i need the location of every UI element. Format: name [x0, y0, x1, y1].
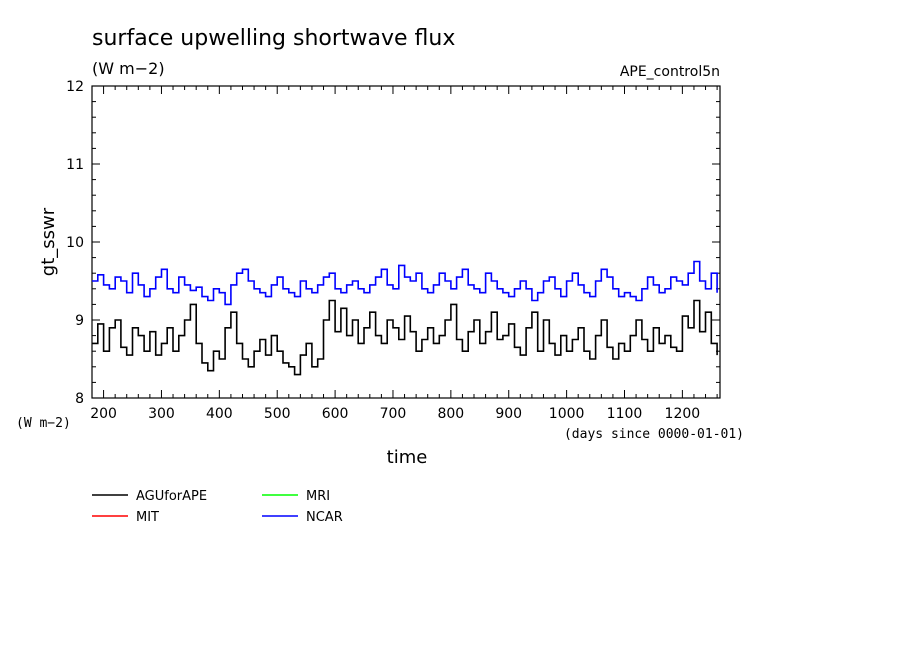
- x-tick-label: 500: [264, 406, 291, 422]
- x-tick-label: 1100: [607, 406, 643, 422]
- series-line-aguforape: [92, 299, 718, 376]
- y-tick-label: 9: [75, 313, 84, 329]
- run-label: APE_control5n: [620, 64, 720, 80]
- y-tick-label: 10: [66, 235, 84, 251]
- y-axis-title: gt_sswr: [38, 207, 59, 276]
- y-tick-label: 12: [66, 79, 84, 95]
- x-tick-label: 700: [380, 406, 407, 422]
- x-axis-ticks: 200 300 400 500 600 700 800 900 1000 1100 1200: [90, 86, 718, 422]
- legend-label-mri: MRI: [306, 489, 330, 504]
- legend-label-ncar: NCAR: [306, 510, 343, 525]
- legend: AGUforAPE MIT MRI NCAR: [92, 489, 343, 525]
- y-tick-label: 11: [66, 157, 84, 173]
- x-tick-label: 1000: [549, 406, 585, 422]
- x-tick-label: 300: [148, 406, 175, 422]
- series-line-ncar: [92, 260, 718, 306]
- chart-units: (W m−2): [92, 59, 165, 78]
- y-axis-units: (W m−2): [16, 416, 71, 431]
- x-tick-label: 800: [437, 406, 464, 422]
- y-tick-label: 8: [75, 391, 84, 407]
- x-tick-label: 1200: [665, 406, 701, 422]
- x-tick-label: 900: [495, 406, 522, 422]
- legend-label-agufor-ape: AGUforAPE: [136, 489, 207, 504]
- x-tick-label: 400: [206, 406, 233, 422]
- legend-label-mit: MIT: [136, 510, 159, 525]
- x-axis-units: (days since 0000-01-01): [564, 427, 744, 442]
- x-tick-label: 600: [322, 406, 349, 422]
- x-tick-label: 200: [90, 406, 117, 422]
- series-lines: [92, 260, 718, 376]
- y-axis-ticks: 8 9 10 11 12: [66, 79, 720, 407]
- x-axis-title: time: [387, 447, 428, 468]
- chart-title: surface upwelling shortwave flux: [92, 26, 455, 51]
